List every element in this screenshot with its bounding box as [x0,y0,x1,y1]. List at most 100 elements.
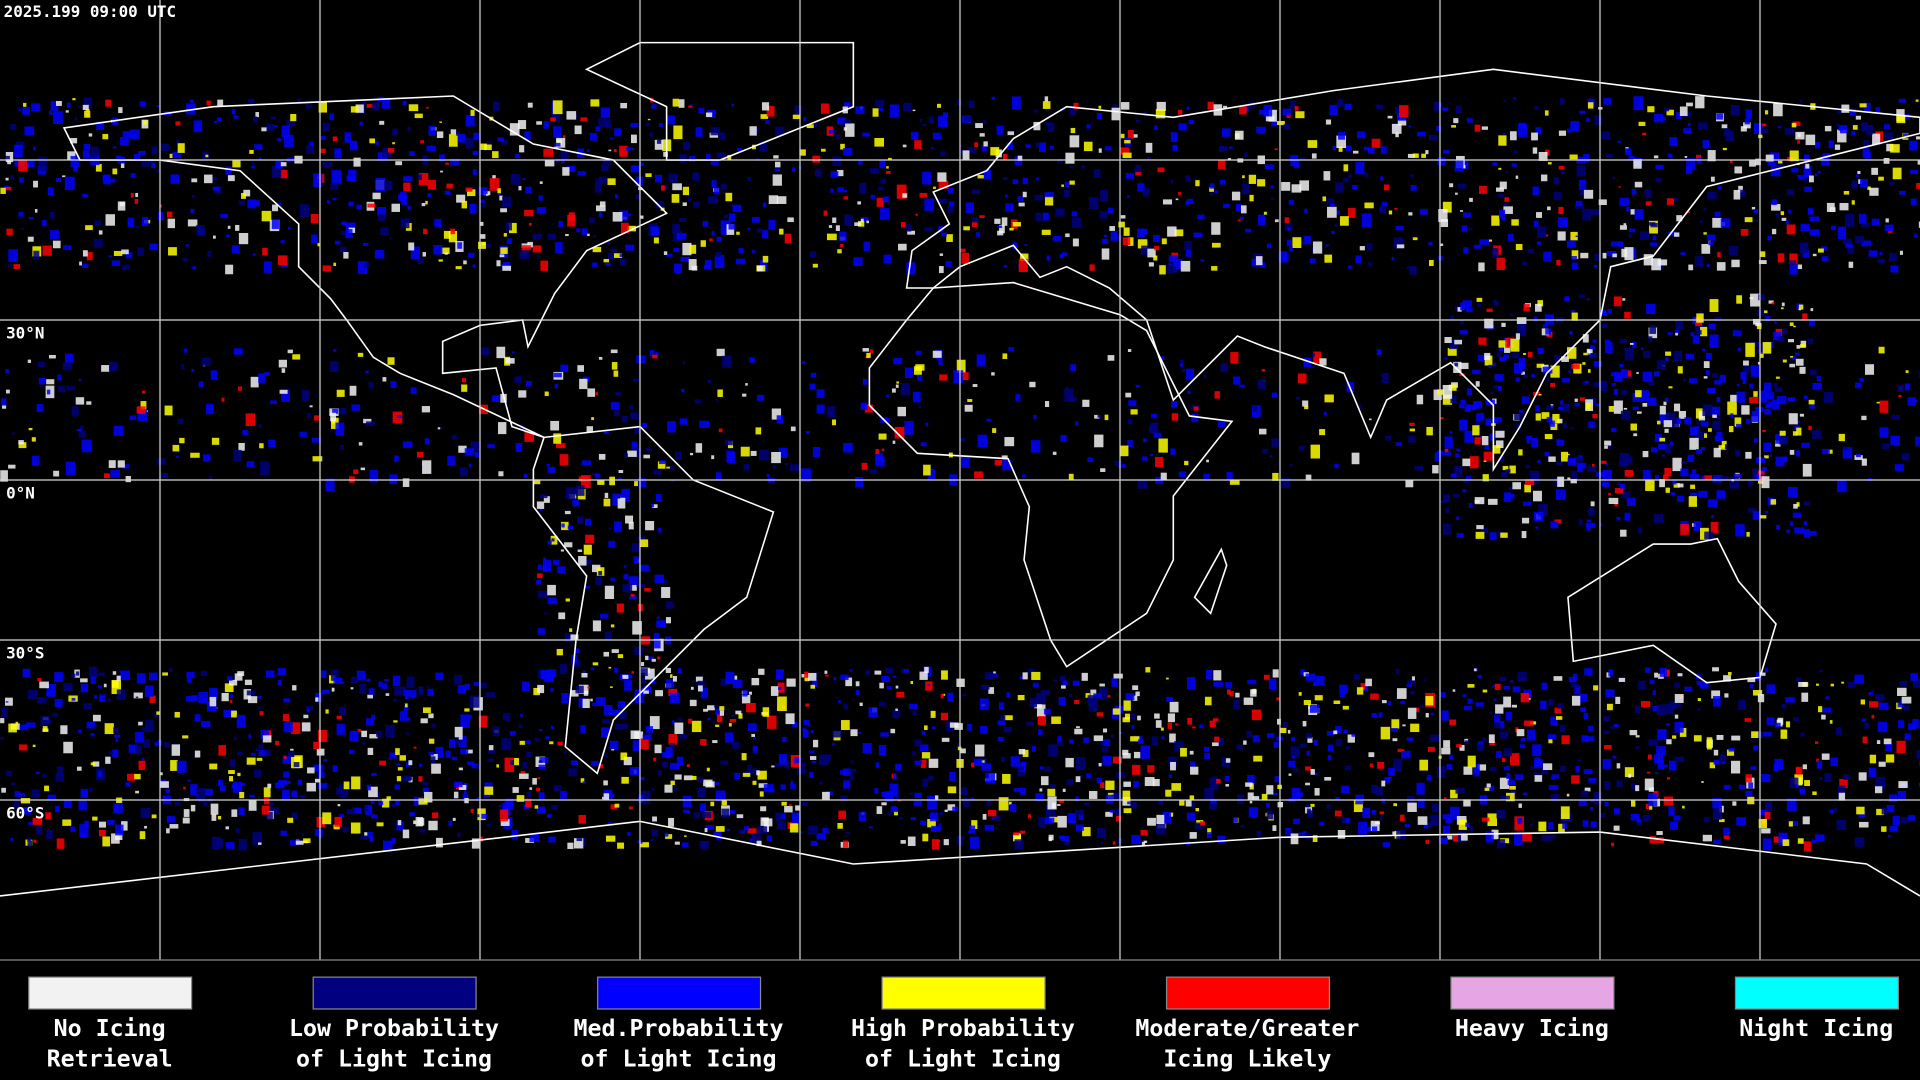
icing-speckle [290,748,294,751]
icing-speckle [1788,413,1798,425]
icing-speckle [525,798,532,808]
icing-speckle [758,668,765,675]
icing-speckle [1716,734,1724,740]
icing-speckle [710,801,715,807]
icing-speckle [182,257,188,261]
icing-speckle [1416,707,1420,712]
icing-speckle [251,166,256,169]
icing-speckle [1296,396,1300,401]
icing-speckle [774,168,781,172]
icing-speckle [55,805,60,813]
icing-speckle [1450,789,1458,799]
icing-speckle [1509,486,1514,491]
icing-speckle [1375,821,1380,825]
latitude-label: 0°N [6,483,35,502]
icing-speckle [1419,209,1428,215]
icing-speckle [1707,150,1716,162]
icing-speckle [1388,210,1393,215]
icing-speckle [1802,174,1808,182]
icing-speckle [1100,190,1109,202]
icing-speckle [109,751,114,756]
icing-speckle [1573,689,1577,692]
icing-speckle [914,760,923,765]
icing-speckle [92,714,101,722]
icing-speckle [672,98,679,107]
icing-speckle [608,540,615,548]
icing-speckle [1584,380,1589,384]
icing-speckle [1074,809,1085,816]
icing-speckle [814,169,822,177]
icing-speckle [1726,749,1735,756]
icing-speckle [1590,821,1597,828]
icing-speckle [1777,126,1781,129]
icing-speckle [1711,515,1714,519]
icing-speckle [365,718,374,726]
icing-speckle [1536,363,1545,368]
icing-speckle [232,159,241,168]
icing-speckle [376,822,384,827]
icing-speckle [662,762,666,766]
icing-speckle [47,187,54,196]
icing-speckle [632,378,640,383]
icing-speckle [1781,217,1787,221]
icing-speckle [84,820,89,826]
icing-speckle [1333,700,1341,705]
icing-speckle [1561,451,1569,462]
icing-speckle [21,227,25,230]
icing-speckle [909,792,914,795]
icing-speckle [1395,106,1402,115]
icing-speckle [215,838,223,848]
icing-speckle [49,230,59,240]
icing-speckle [408,104,419,112]
icing-speckle [702,221,709,227]
icing-speckle [1760,515,1767,519]
icing-speckle [456,194,466,203]
icing-speckle [664,832,669,837]
icing-speckle [1189,832,1197,839]
icing-speckle [760,114,769,119]
icing-speckle [1699,220,1703,224]
icing-speckle [450,158,460,166]
icing-speckle [855,476,864,488]
icing-speckle [1158,799,1164,805]
icing-speckle [1583,352,1588,356]
icing-speckle [691,680,696,683]
icing-speckle [645,173,652,177]
icing-speckle [981,763,991,771]
icing-speckle [680,256,690,262]
icing-speckle [33,180,38,188]
icing-speckle [443,230,451,239]
icing-speckle [1677,366,1683,374]
icing-speckle [1449,754,1453,760]
icing-speckle [888,157,892,160]
icing-speckle [939,811,944,816]
icing-speckle [1751,365,1761,377]
icing-speckle [1232,817,1238,823]
icing-speckle [1751,411,1760,422]
icing-speckle [221,692,229,702]
icing-speckle [1612,176,1615,179]
icing-speckle [603,651,610,657]
icing-speckle [553,785,562,792]
icing-speckle [485,692,496,698]
icing-speckle [1705,417,1710,421]
icing-speckle [1147,817,1156,826]
icing-speckle [1423,824,1428,829]
icing-speckle [1794,774,1803,785]
icing-speckle [1631,188,1637,195]
icing-speckle [1561,378,1571,383]
icing-speckle [608,666,612,669]
icing-speckle [331,420,336,424]
icing-speckle [896,691,905,698]
icing-speckle [881,448,885,452]
icing-speckle [621,723,629,729]
icing-speckle [1630,209,1635,215]
icing-speckle [969,836,980,849]
icing-speckle [1314,695,1323,701]
icing-speckle [894,426,905,439]
icing-speckle [1065,233,1070,238]
icing-speckle [1014,833,1021,841]
icing-speckle [1371,713,1377,718]
icing-speckle [1436,766,1446,778]
icing-speckle [203,454,211,462]
